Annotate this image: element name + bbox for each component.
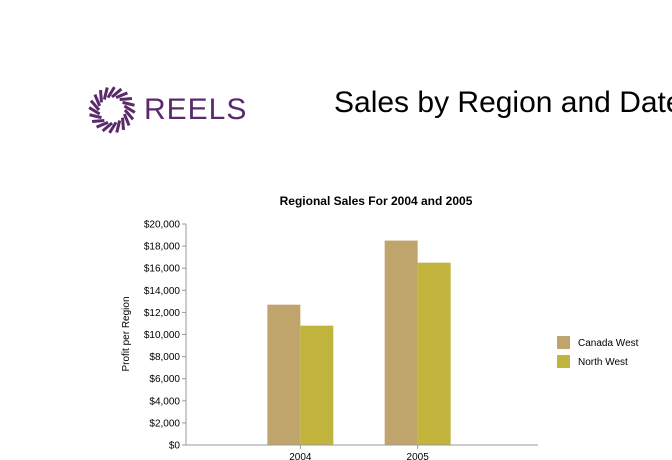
bar-north-west-2004 <box>300 325 334 445</box>
y-tick-label: $0 <box>169 441 181 452</box>
legend-swatch <box>557 355 570 368</box>
logo-ray <box>122 100 135 107</box>
logo-ray <box>99 89 103 103</box>
x-tick-label: 2004 <box>289 452 312 460</box>
logo-ray <box>101 121 113 133</box>
y-axis-label: Profit per Region <box>121 296 132 371</box>
logo-ray <box>119 97 133 101</box>
chart-title: Regional Sales For 2004 and 2005 <box>280 194 473 208</box>
logo-ray <box>122 113 131 126</box>
reels-logo-icon <box>88 86 136 134</box>
logo-ray <box>91 119 105 123</box>
x-tick-label: 2005 <box>407 452 430 460</box>
bar-canada-west-2004 <box>267 304 301 445</box>
bars <box>267 240 451 445</box>
logo-ray <box>88 106 101 116</box>
logo-ray <box>102 87 109 100</box>
logo-text: REELS <box>144 93 248 126</box>
legend-label: Canada West <box>578 338 639 349</box>
page-title: Sales by Region and Date <box>334 86 672 119</box>
logo-ray <box>89 99 101 111</box>
logo-ray <box>111 87 123 99</box>
legend-label: North West <box>578 357 628 368</box>
logo-ray <box>93 94 102 107</box>
y-tick-label: $18,000 <box>144 242 181 253</box>
logo-ray <box>121 117 125 131</box>
y-tick-label: $12,000 <box>144 308 181 319</box>
logo-ray <box>89 113 102 120</box>
y-tick-label: $2,000 <box>149 418 180 429</box>
logo-ray <box>123 109 135 121</box>
y-tick-label: $10,000 <box>144 330 181 341</box>
legend: Canada West North West <box>557 336 639 368</box>
logo-ray <box>106 86 116 99</box>
x-axis: 2004 2005 <box>186 444 538 460</box>
legend-swatch <box>557 336 570 349</box>
bar-north-west-2005 <box>417 262 451 445</box>
logo-ray <box>123 104 136 114</box>
logo-ray <box>96 120 109 129</box>
y-tick-label: $4,000 <box>149 396 180 407</box>
y-tick-label: $8,000 <box>149 352 180 363</box>
bar-canada-west-2005 <box>384 240 418 445</box>
y-tick-label: $6,000 <box>149 374 180 385</box>
y-tick-label: $14,000 <box>144 286 181 297</box>
y-tick-label: $16,000 <box>144 264 181 275</box>
y-tick-label: $20,000 <box>144 220 181 231</box>
company-logo: REELS <box>88 84 247 136</box>
logo-ray <box>115 120 122 133</box>
logo-ray <box>115 91 128 100</box>
y-axis: $0 $2,000 $4,000 $6,000 $8,000 $10,000 $12,000… <box>144 220 187 452</box>
logo-ray <box>108 121 118 134</box>
